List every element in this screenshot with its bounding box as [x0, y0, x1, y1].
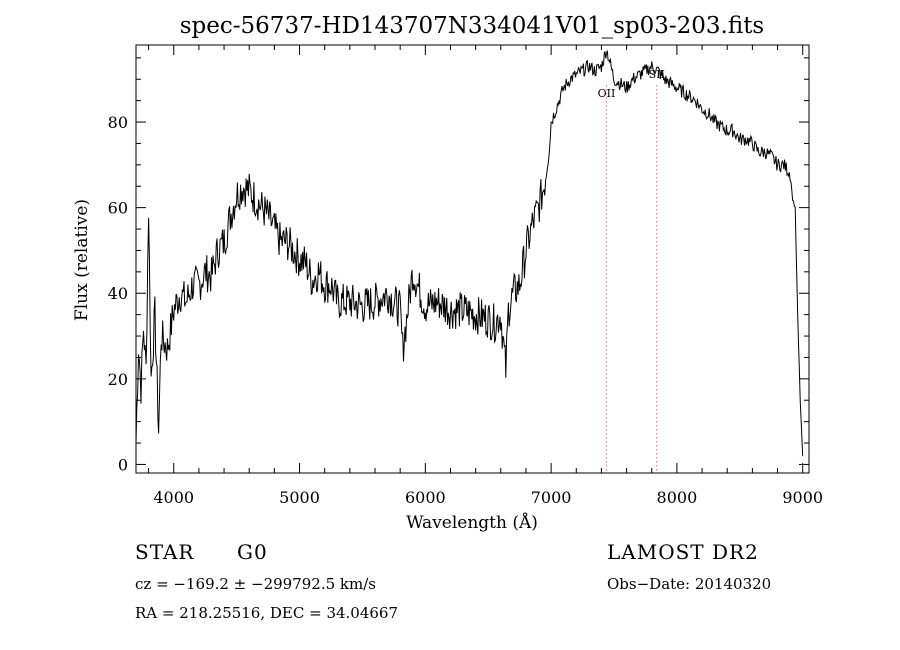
- flux-line: [135, 50, 804, 456]
- plot-frame: [135, 44, 810, 474]
- x-axis-label: Wavelength (Å): [406, 512, 538, 533]
- x-tick-label: 4000: [153, 488, 194, 507]
- coordinates: RA = 218.25516, DEC = 34.04667: [135, 604, 399, 622]
- y-tick-label: 60: [108, 199, 128, 218]
- obs-date: Obs−Date: 20140320: [607, 575, 772, 593]
- annotation-labels: OII SII: [598, 68, 665, 100]
- x-tick-label: 7000: [531, 488, 572, 507]
- survey-name: LAMOST DR2: [607, 540, 759, 564]
- x-tick-label: 5000: [279, 488, 320, 507]
- redshift-line: cz = −169.2 ± −299792.5 km/s: [135, 575, 376, 593]
- y-tick-label: 0: [118, 455, 128, 474]
- axis-ticks: 4000 5000 6000 7000 8000 9000 0 20 40 60 80: [108, 45, 823, 507]
- y-tick-label: 40: [108, 284, 128, 303]
- y-axis-label: Flux (relative): [72, 199, 92, 321]
- line-label-oii: OII: [598, 87, 616, 100]
- object-class: STAR: [135, 540, 195, 564]
- y-tick-label: 80: [108, 113, 128, 132]
- line-label-sii: SII: [649, 68, 665, 81]
- x-tick-label: 9000: [782, 488, 823, 507]
- y-tick-label: 20: [108, 370, 128, 389]
- annotation-lines: [605, 85, 658, 473]
- chart-title: spec-56737-HD143707N334041V01_sp03-203.f…: [180, 13, 765, 39]
- spectral-subclass: G0: [237, 540, 268, 564]
- x-tick-label: 8000: [657, 488, 698, 507]
- x-tick-label: 6000: [405, 488, 446, 507]
